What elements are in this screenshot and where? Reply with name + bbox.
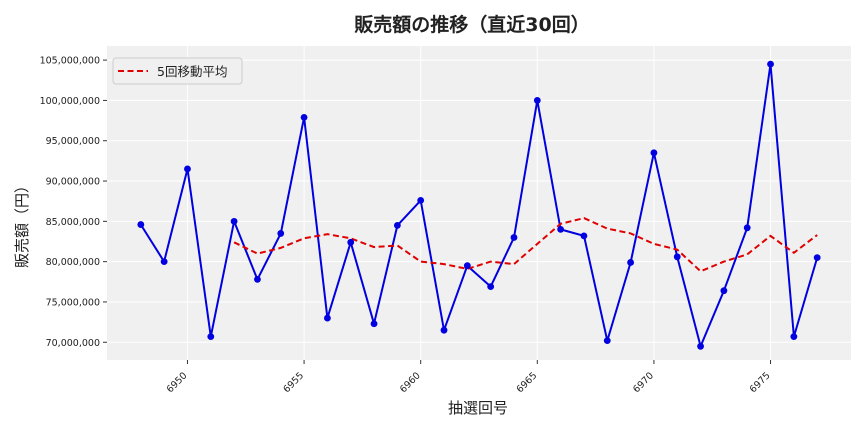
data-point	[743, 224, 751, 232]
x-tick-label: 6975	[748, 370, 773, 395]
y-axis-label: 販売額（円）	[13, 178, 31, 268]
data-point	[510, 234, 518, 241]
y-tick-label: 80,000,000	[46, 257, 100, 268]
y-tick-label: 70,000,000	[46, 338, 100, 349]
y-tick-label: 95,000,000	[46, 136, 100, 147]
data-point	[254, 275, 261, 283]
y-tick-label: 100,000,000	[40, 96, 100, 107]
data-point	[230, 217, 238, 225]
x-axis-label: 抽選回号	[448, 399, 508, 417]
y-axis-ticks: 70,000,000 75,000,000 80,000,000 85,000,000…	[40, 56, 107, 349]
data-point	[767, 60, 774, 68]
legend: 5回移動平均	[112, 57, 243, 85]
data-point	[580, 232, 588, 240]
moving-average-line	[233, 217, 818, 273]
x-tick-label: 6970	[631, 370, 656, 395]
y-tick-label: 75,000,000	[46, 297, 100, 308]
data-point	[370, 320, 378, 328]
data-point	[627, 259, 634, 266]
data-point	[673, 253, 681, 261]
data-point	[720, 287, 728, 295]
y-tick-label: 90,000,000	[46, 177, 100, 188]
data-point	[463, 262, 471, 270]
data-point	[300, 113, 308, 121]
data-point	[184, 165, 191, 173]
legend-box	[112, 57, 243, 85]
series-lines	[139, 63, 819, 348]
plot-area	[107, 46, 851, 360]
data-point	[347, 238, 355, 246]
y-tick-label: 105,000,000	[40, 56, 100, 67]
data-point	[533, 97, 541, 104]
data-point	[697, 342, 704, 350]
data-point	[160, 258, 168, 266]
x-tick-label: 6960	[398, 370, 423, 395]
data-point	[324, 314, 331, 322]
legend-moving-average-label: 5回移動平均	[157, 64, 227, 79]
data-point	[137, 221, 145, 228]
x-axis-ticks: 6950 6955 6960 6965 6970 6975	[165, 360, 773, 395]
data-point	[207, 333, 215, 341]
data-point	[603, 337, 611, 345]
chart-title: 販売額の推移（直近30回）	[354, 13, 589, 36]
data-point	[557, 226, 565, 233]
x-tick-label: 6950	[165, 370, 190, 395]
data-point	[650, 149, 658, 157]
data-point	[790, 333, 798, 341]
data-markers	[137, 60, 821, 350]
x-tick-label: 6955	[281, 370, 306, 395]
data-point	[277, 230, 285, 237]
data-point	[487, 283, 495, 291]
data-point	[813, 254, 821, 262]
data-point	[440, 326, 448, 334]
x-tick-label: 6965	[515, 370, 540, 395]
sales-series-line	[139, 63, 819, 348]
y-tick-label: 85,000,000	[46, 217, 100, 228]
data-point	[417, 196, 425, 204]
data-point	[393, 221, 401, 229]
